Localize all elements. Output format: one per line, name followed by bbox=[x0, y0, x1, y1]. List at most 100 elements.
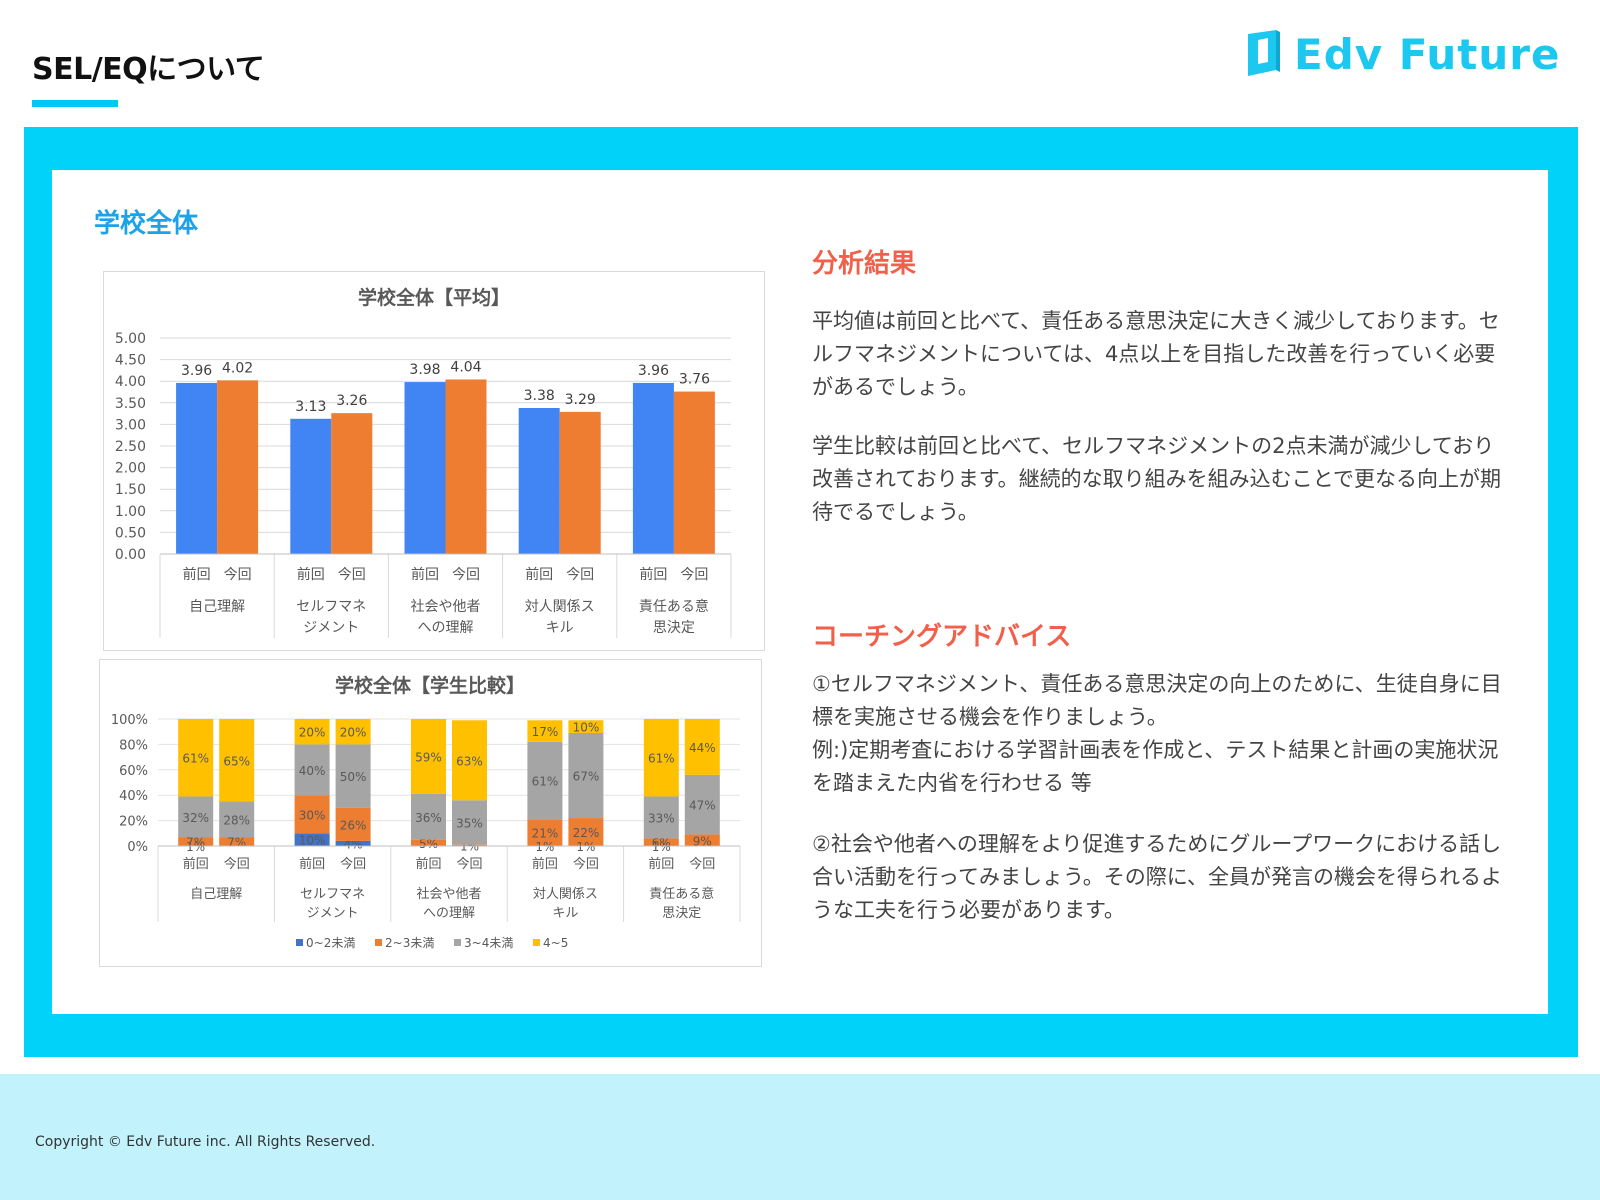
stacked-segment bbox=[452, 720, 487, 801]
data-label: 3.29 bbox=[565, 392, 596, 408]
segment-label: 9% bbox=[693, 834, 712, 848]
legend-label: 4~5 bbox=[543, 936, 568, 950]
segment-label: 32% bbox=[182, 811, 209, 825]
stacked-segment bbox=[411, 839, 446, 846]
y-tick-label: 4.50 bbox=[115, 353, 146, 369]
analysis-paragraph-2: 学生比較は前回と比べて、セルフマネジメントの2点未満が減少しており改善されており… bbox=[812, 434, 1502, 524]
segment-label: 20% bbox=[340, 726, 367, 740]
bar bbox=[404, 382, 446, 554]
analysis-heading: 分析結果 bbox=[812, 249, 917, 279]
y-tick-label: 3.00 bbox=[115, 417, 146, 433]
x-category-label: キル bbox=[552, 906, 578, 921]
segment-label: 67% bbox=[573, 770, 600, 784]
stacked-segment bbox=[643, 719, 679, 797]
bar bbox=[445, 379, 487, 554]
comparison-chart: 学校全体【学生比較】 0% 20% 40% 60% 80% 100% 7% 32% 61% 1% 前回… bbox=[99, 659, 762, 967]
x-sub-label: 今回 bbox=[456, 856, 482, 872]
segment-label: 50% bbox=[340, 770, 367, 784]
segment-label: 4% bbox=[344, 837, 363, 851]
bar bbox=[518, 407, 560, 554]
y-tick-label: 20% bbox=[119, 815, 148, 830]
segment-label: 65% bbox=[223, 754, 250, 768]
segment-label: 26% bbox=[340, 818, 367, 832]
x-category-label: 思決定 bbox=[653, 620, 695, 636]
copyright: Copyright © Edv Future inc. All Rights R… bbox=[35, 1134, 376, 1150]
segment-label: 21% bbox=[532, 827, 559, 841]
y-tick-label: 4.00 bbox=[115, 374, 146, 390]
x-category-label: 自己理解 bbox=[189, 599, 245, 615]
legend-swatch bbox=[533, 939, 540, 946]
x-category-label: セルフマネ bbox=[296, 599, 366, 615]
stacked-segment bbox=[335, 744, 371, 808]
data-label: 3.96 bbox=[638, 363, 669, 379]
x-category-label: 責任ある意 bbox=[649, 886, 714, 902]
legend-swatch bbox=[375, 939, 382, 946]
chart-title: 学校全体【学生比較】 bbox=[335, 674, 525, 697]
y-tick-label: 60% bbox=[119, 764, 148, 779]
stacked-segment bbox=[643, 838, 679, 846]
logo-text: Edv Future bbox=[1294, 29, 1561, 79]
bar bbox=[673, 391, 715, 554]
stacked-segment bbox=[568, 720, 604, 733]
y-tick-label: 80% bbox=[119, 738, 148, 753]
x-sub-label: 今回 bbox=[452, 567, 480, 583]
stacked-segment bbox=[411, 793, 446, 840]
stacked-segment bbox=[684, 774, 720, 835]
stacked-segment bbox=[294, 719, 330, 745]
x-sub-label: 今回 bbox=[566, 567, 594, 583]
stacked-segment bbox=[527, 720, 563, 742]
bar bbox=[290, 418, 332, 554]
segment-label: 5% bbox=[419, 837, 438, 851]
segment-label: 44% bbox=[689, 741, 716, 755]
data-label: 3.13 bbox=[295, 399, 326, 415]
x-sub-label: 今回 bbox=[680, 567, 708, 583]
x-sub-label: 前回 bbox=[639, 566, 667, 583]
segment-label: 63% bbox=[456, 754, 483, 768]
segment-label: 30% bbox=[299, 808, 326, 822]
stacked-segment bbox=[178, 837, 214, 846]
y-tick-label: 40% bbox=[119, 789, 148, 804]
stacked-segment bbox=[178, 719, 214, 797]
x-sub-label: 前回 bbox=[183, 566, 211, 583]
x-category-label: への理解 bbox=[423, 906, 475, 921]
x-sub-label: 今回 bbox=[224, 567, 252, 583]
x-sub-label: 今回 bbox=[340, 856, 366, 872]
legend-label: 2~3未満 bbox=[385, 936, 434, 950]
data-label: 3.26 bbox=[336, 393, 367, 409]
x-sub-label: 前回 bbox=[183, 856, 209, 872]
bar bbox=[632, 382, 674, 554]
x-category-label: 対人関係ス bbox=[533, 887, 598, 902]
logo: Edv Future bbox=[1246, 28, 1560, 80]
x-category-label: 自己理解 bbox=[190, 887, 242, 902]
stacked-segment bbox=[335, 807, 371, 841]
legend-swatch bbox=[296, 939, 303, 946]
y-tick-label: 2.00 bbox=[115, 461, 146, 477]
segment-label: 61% bbox=[648, 752, 675, 766]
x-category-label: への理解 bbox=[418, 620, 474, 636]
y-tick-label: 0.50 bbox=[115, 525, 146, 541]
segment-label: 1% bbox=[535, 840, 554, 854]
stacked-segment bbox=[219, 837, 255, 846]
y-tick-label: 0.00 bbox=[115, 547, 146, 563]
x-category-label: 社会や他者 bbox=[411, 599, 481, 615]
legend-swatch bbox=[454, 939, 461, 946]
x-sub-label: 前回 bbox=[648, 856, 674, 872]
stacked-segment bbox=[219, 801, 255, 838]
segment-label: 35% bbox=[456, 817, 483, 831]
segment-label: 17% bbox=[532, 725, 559, 739]
stacked-segment bbox=[411, 719, 446, 794]
logo-mark-icon bbox=[1246, 30, 1282, 78]
y-tick-label: 100% bbox=[111, 713, 148, 728]
legend-label: 3~4未満 bbox=[464, 936, 513, 950]
x-category-label: キル bbox=[546, 620, 574, 636]
segment-label: 33% bbox=[648, 811, 675, 825]
stacked-segment bbox=[219, 719, 255, 802]
stacked-segment bbox=[335, 719, 371, 745]
section-title: 学校全体 bbox=[94, 209, 199, 239]
stacked-segment bbox=[452, 800, 487, 845]
legend-label: 0~2未満 bbox=[306, 936, 355, 950]
coaching-heading: コーチングアドバイス bbox=[812, 622, 1072, 652]
x-category-label: ジメント bbox=[303, 620, 359, 636]
y-tick-label: 5.00 bbox=[115, 331, 146, 347]
x-sub-label: 前回 bbox=[532, 856, 558, 872]
